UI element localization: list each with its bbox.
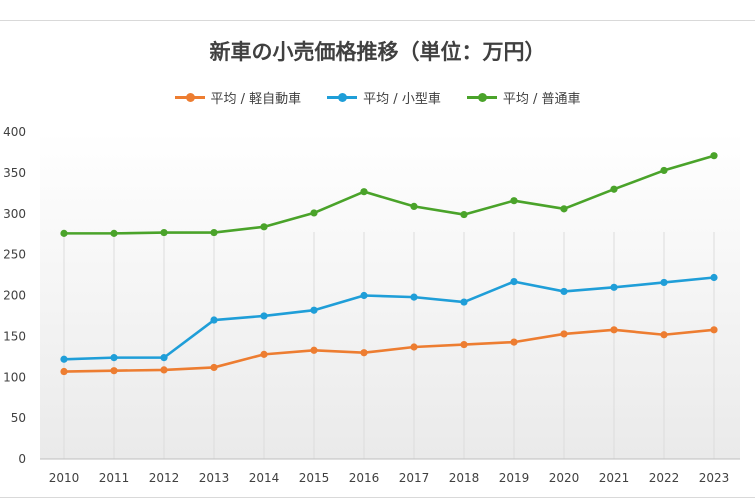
bottom-divider <box>0 497 755 498</box>
data-point[interactable] <box>210 363 218 372</box>
data-point[interactable] <box>610 185 618 193</box>
legend: 平均 / 軽自動車 平均 / 小型車 平均 / 普通車 <box>0 88 755 107</box>
data-point[interactable] <box>610 326 618 334</box>
data-point[interactable] <box>260 223 268 231</box>
data-point[interactable] <box>160 354 168 362</box>
x-tick-label: 2016 <box>349 471 380 485</box>
data-point[interactable] <box>460 340 468 349</box>
y-tick-label: 200 <box>3 289 26 303</box>
y-tick-label: 150 <box>3 329 26 343</box>
y-tick-label: 250 <box>3 248 26 262</box>
data-point[interactable] <box>610 283 618 291</box>
legend-swatch-kei <box>174 93 205 102</box>
y-tick-label: 300 <box>3 207 26 221</box>
y-tick-label: 400 <box>3 125 26 139</box>
data-point[interactable] <box>210 228 218 237</box>
data-point[interactable] <box>310 306 318 314</box>
data-point[interactable] <box>710 152 718 160</box>
data-point[interactable] <box>510 338 518 346</box>
x-tick-label: 2015 <box>299 471 330 485</box>
data-point[interactable] <box>210 316 218 324</box>
x-tick-label: 2017 <box>399 471 430 485</box>
x-tick-label: 2012 <box>149 471 180 485</box>
legend-swatch-regular <box>466 93 497 102</box>
data-point[interactable] <box>60 355 68 363</box>
x-tick-label: 2013 <box>199 471 230 485</box>
x-tick-label: 2022 <box>649 471 680 485</box>
data-point[interactable] <box>410 293 418 301</box>
data-point[interactable] <box>560 287 568 296</box>
top-divider <box>0 20 755 21</box>
data-point[interactable] <box>360 188 368 196</box>
series-line <box>62 328 716 373</box>
x-tick-label: 2010 <box>49 471 80 485</box>
data-point[interactable] <box>310 346 318 354</box>
data-point[interactable] <box>710 273 718 282</box>
data-point[interactable] <box>660 331 668 339</box>
data-point[interactable] <box>410 202 418 210</box>
data-point[interactable] <box>60 367 68 376</box>
x-tick-label: 2019 <box>499 471 530 485</box>
legend-label-regular: 平均 / 普通車 <box>502 92 581 107</box>
legend-item-kei[interactable]: 平均 / 軽自動車 <box>174 88 302 107</box>
data-point[interactable] <box>310 209 318 217</box>
data-point[interactable] <box>110 354 118 362</box>
data-point[interactable] <box>110 229 118 237</box>
data-point[interactable] <box>660 166 668 175</box>
y-tick-label: 50 <box>11 411 26 425</box>
y-tick-label: 100 <box>3 370 26 384</box>
data-point[interactable] <box>260 350 268 358</box>
data-point[interactable] <box>560 330 568 338</box>
legend-item-regular[interactable]: 平均 / 普通車 <box>466 88 581 107</box>
data-point[interactable] <box>260 312 268 320</box>
legend-item-small[interactable]: 平均 / 小型車 <box>327 88 441 107</box>
legend-label-kei: 平均 / 軽自動車 <box>210 92 302 107</box>
legend-swatch-small <box>327 93 358 102</box>
data-point[interactable] <box>560 205 568 213</box>
chart-title: 新車の小売価格推移（単位：万円） <box>209 40 546 64</box>
data-point[interactable] <box>460 298 468 306</box>
data-point[interactable] <box>410 343 418 351</box>
data-point[interactable] <box>160 366 168 374</box>
x-tick-label: 2018 <box>449 471 480 485</box>
x-tick-label: 2020 <box>549 471 580 485</box>
data-point[interactable] <box>60 229 68 237</box>
x-tick-label: 2023 <box>699 471 730 485</box>
data-point[interactable] <box>110 367 118 375</box>
data-point[interactable] <box>510 278 518 286</box>
data-point[interactable] <box>460 210 468 219</box>
y-tick-label: 0 <box>18 452 26 466</box>
data-point[interactable] <box>360 349 368 357</box>
legend-label-small: 平均 / 小型車 <box>363 92 441 107</box>
series-line <box>62 154 716 235</box>
series-line <box>62 276 716 361</box>
data-point[interactable] <box>660 278 668 287</box>
x-tick-label: 2014 <box>249 471 280 485</box>
y-tick-label: 350 <box>3 166 26 180</box>
data-point[interactable] <box>710 326 718 334</box>
data-point[interactable] <box>510 197 518 205</box>
data-point[interactable] <box>160 228 168 237</box>
x-tick-label: 2011 <box>99 471 130 485</box>
x-tick-label: 2021 <box>599 471 630 485</box>
data-point[interactable] <box>360 291 368 300</box>
